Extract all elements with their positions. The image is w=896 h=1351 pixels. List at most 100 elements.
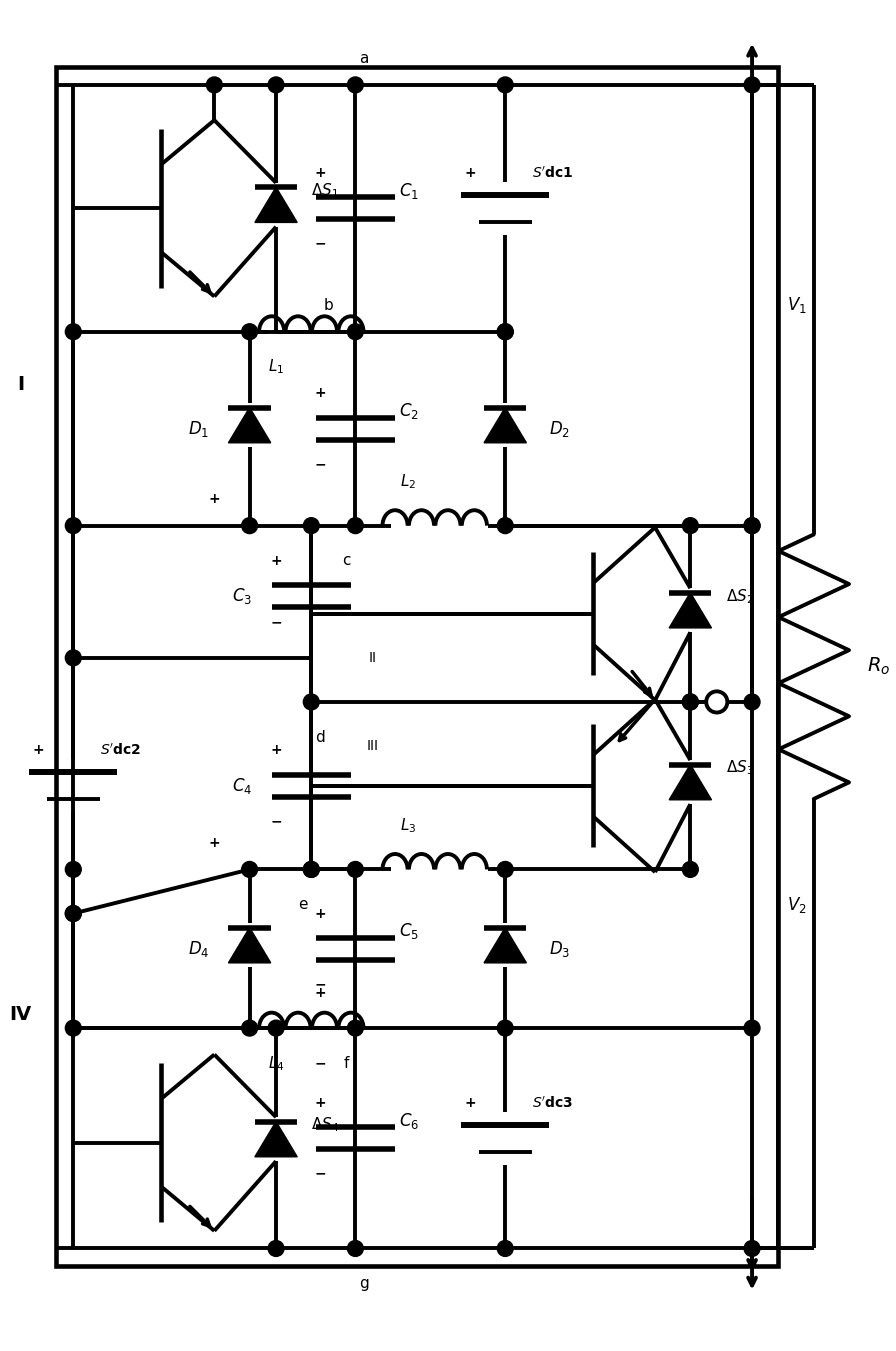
- Circle shape: [683, 694, 698, 709]
- Text: $S'$dc3: $S'$dc3: [531, 1096, 573, 1111]
- Circle shape: [683, 517, 698, 534]
- Circle shape: [744, 517, 760, 534]
- Text: $D_2$: $D_2$: [549, 419, 571, 439]
- Text: $\Delta S_3$: $\Delta S_3$: [726, 759, 754, 777]
- Circle shape: [348, 324, 363, 339]
- Text: f: f: [344, 1056, 349, 1071]
- Text: g: g: [359, 1277, 369, 1292]
- Text: $L_3$: $L_3$: [401, 816, 417, 835]
- Text: −: −: [314, 457, 326, 471]
- Circle shape: [65, 905, 82, 921]
- Circle shape: [497, 324, 513, 339]
- Circle shape: [268, 1240, 284, 1256]
- Polygon shape: [254, 1121, 297, 1156]
- Text: b: b: [324, 297, 334, 313]
- Text: I: I: [17, 376, 24, 394]
- Text: +: +: [464, 1096, 476, 1111]
- Polygon shape: [669, 765, 711, 800]
- Circle shape: [348, 1240, 363, 1256]
- Circle shape: [348, 77, 363, 93]
- Circle shape: [497, 517, 513, 534]
- Text: $S'$dc1: $S'$dc1: [531, 165, 573, 181]
- Circle shape: [65, 905, 82, 921]
- Circle shape: [65, 1020, 82, 1036]
- Text: $D_1$: $D_1$: [188, 419, 209, 439]
- Text: $\Delta S_4$: $\Delta S_4$: [311, 1116, 340, 1135]
- Circle shape: [65, 650, 82, 666]
- Circle shape: [497, 1020, 513, 1036]
- Circle shape: [65, 517, 82, 534]
- Text: +: +: [32, 743, 44, 758]
- Circle shape: [242, 517, 257, 534]
- Circle shape: [497, 862, 513, 877]
- Text: $C_4$: $C_4$: [232, 775, 253, 796]
- Text: e: e: [297, 897, 307, 912]
- Text: $V_1$: $V_1$: [788, 296, 807, 315]
- Circle shape: [744, 1240, 760, 1256]
- Text: +: +: [209, 836, 220, 850]
- Polygon shape: [669, 593, 711, 628]
- Circle shape: [65, 862, 82, 877]
- Circle shape: [242, 1020, 257, 1036]
- Circle shape: [497, 324, 513, 339]
- Circle shape: [65, 324, 82, 339]
- Circle shape: [497, 1240, 513, 1256]
- Text: +: +: [314, 1096, 326, 1111]
- Circle shape: [744, 77, 760, 93]
- Text: $L_4$: $L_4$: [268, 1054, 284, 1073]
- Text: +: +: [271, 743, 282, 758]
- Circle shape: [268, 1020, 284, 1036]
- Circle shape: [304, 862, 319, 877]
- Text: $C_5$: $C_5$: [400, 921, 419, 942]
- Circle shape: [683, 694, 698, 709]
- Text: +: +: [314, 386, 326, 400]
- Circle shape: [268, 77, 284, 93]
- Circle shape: [242, 862, 257, 877]
- Circle shape: [348, 517, 363, 534]
- Polygon shape: [484, 408, 526, 443]
- Text: $S'$dc2: $S'$dc2: [99, 743, 142, 758]
- Polygon shape: [228, 408, 271, 443]
- Circle shape: [683, 862, 698, 877]
- Text: −: −: [314, 977, 326, 992]
- Text: −: −: [271, 813, 282, 828]
- Text: $V_2$: $V_2$: [788, 894, 807, 915]
- Circle shape: [348, 862, 363, 877]
- Text: $C_6$: $C_6$: [400, 1111, 419, 1131]
- Circle shape: [242, 324, 257, 339]
- Polygon shape: [254, 188, 297, 223]
- Text: $L_2$: $L_2$: [401, 473, 417, 490]
- Text: +: +: [314, 907, 326, 920]
- Text: −: −: [314, 236, 326, 250]
- Circle shape: [744, 517, 760, 534]
- Text: −: −: [314, 1056, 326, 1070]
- Text: a: a: [359, 51, 369, 66]
- Text: c: c: [342, 554, 351, 569]
- Text: −: −: [314, 1166, 326, 1181]
- Circle shape: [348, 1020, 363, 1036]
- Text: IV: IV: [9, 1005, 31, 1024]
- Text: +: +: [209, 492, 220, 507]
- Circle shape: [206, 77, 222, 93]
- Text: $\Delta S_1$: $\Delta S_1$: [311, 181, 339, 200]
- Circle shape: [497, 77, 513, 93]
- Circle shape: [304, 862, 319, 877]
- Text: $C_1$: $C_1$: [400, 181, 419, 201]
- Text: d: d: [315, 730, 325, 744]
- Text: $C_2$: $C_2$: [400, 401, 419, 422]
- Polygon shape: [484, 928, 526, 963]
- Text: $D_3$: $D_3$: [549, 939, 571, 959]
- Text: +: +: [314, 986, 326, 1000]
- Text: $\Delta S_2$: $\Delta S_2$: [726, 586, 754, 605]
- Text: +: +: [464, 166, 476, 180]
- Text: +: +: [314, 166, 326, 180]
- Circle shape: [744, 1020, 760, 1036]
- Bar: [56, 68, 779, 1266]
- Text: $R_o$: $R_o$: [866, 657, 890, 677]
- Circle shape: [304, 694, 319, 709]
- Polygon shape: [228, 928, 271, 963]
- Text: II: II: [369, 651, 377, 665]
- Text: $L_1$: $L_1$: [268, 358, 284, 377]
- Circle shape: [744, 694, 760, 709]
- Text: −: −: [271, 616, 282, 630]
